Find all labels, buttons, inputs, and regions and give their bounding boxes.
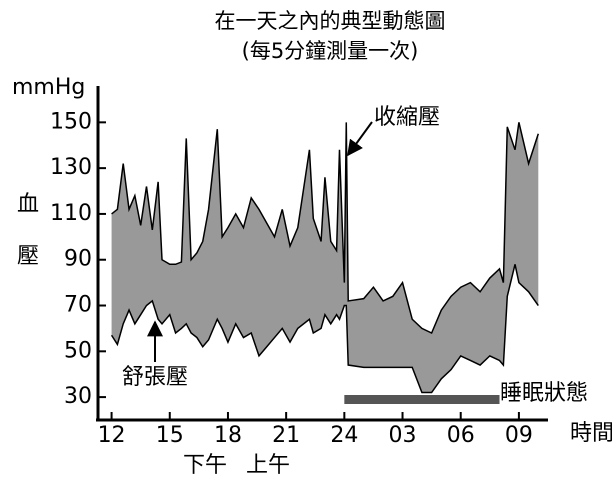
x-tick-label: 18	[214, 423, 242, 448]
x-sublabel: 下午	[183, 453, 227, 478]
y-tick-label: 90	[64, 247, 92, 272]
y-tick-label: 150	[50, 109, 92, 134]
x-axis-label: 時間	[570, 421, 612, 446]
x-tick-label: 03	[389, 423, 417, 448]
sleep-label: 睡眠狀態	[500, 381, 588, 406]
y-tick-label: 30	[64, 384, 92, 409]
x-sublabel: 上午	[246, 453, 290, 478]
chart-title: 在一天之內的典型動態圖	[215, 9, 446, 33]
series-line	[110, 264, 539, 394]
y-tick-label: 50	[64, 338, 92, 363]
band-fill	[111, 122, 539, 393]
annotation: 收縮壓	[374, 105, 440, 130]
y-tick-label: 70	[64, 293, 92, 318]
y-axis-label-char: 壓	[17, 244, 39, 269]
annotation: 舒張壓	[122, 365, 188, 390]
x-tick-label: 06	[447, 423, 475, 448]
sleep-bar	[344, 395, 500, 404]
chart-subtitle: (每5分鐘測量一次)	[242, 39, 419, 63]
y-axis-label-char: 血	[17, 192, 39, 217]
series-line	[111, 122, 540, 335]
y-unit: mmHg	[12, 75, 85, 100]
y-tick-label: 110	[50, 201, 92, 226]
annotation-arrow	[347, 121, 373, 157]
y-tick-label: 130	[50, 155, 92, 180]
x-tick-label: 15	[156, 423, 184, 448]
x-tick-label: 24	[330, 423, 358, 448]
x-tick-label: 21	[272, 423, 300, 448]
x-tick-label: 09	[505, 423, 533, 448]
x-tick-label: 12	[98, 423, 126, 448]
